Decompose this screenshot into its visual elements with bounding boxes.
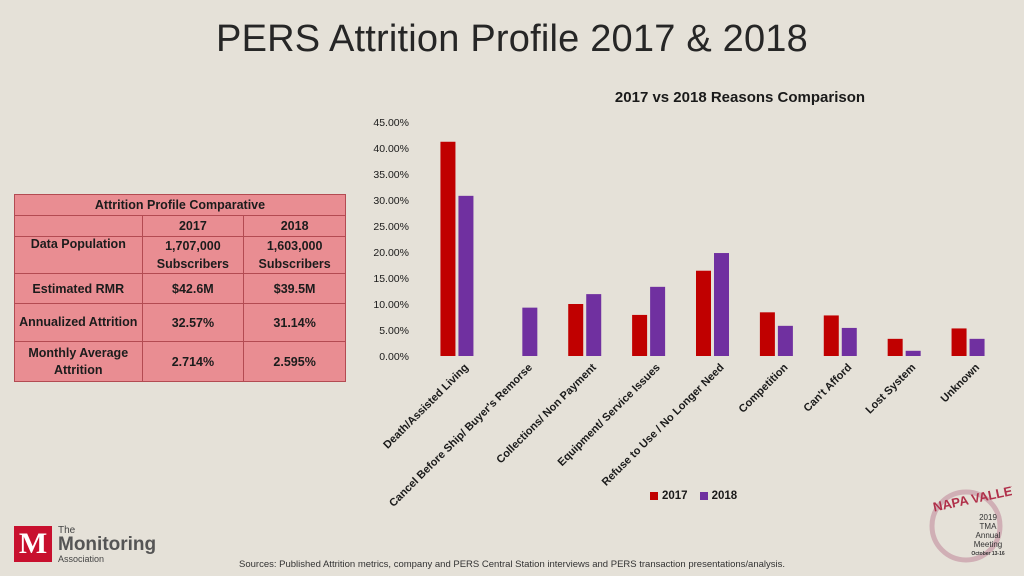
legend-item-2017: 2017 [650,490,688,502]
tma-logo-mark: M [14,526,52,562]
row-label: Monthly Average Attrition [14,341,143,382]
y-tick-label: 35.00% [373,169,409,181]
cell-2018: 1,603,000 Subscribers [243,236,346,274]
slide-title: PERS Attrition Profile 2017 & 2018 [216,18,808,60]
bar-2017-6 [823,315,839,356]
x-tick-label: Refuse to Use / No Longer Need [600,362,727,489]
napa-word: NAPA VALLEY [932,481,1012,514]
y-tick-label: 40.00% [373,143,409,155]
bar-2018-8 [969,338,985,356]
tma-logo-line1: The [58,525,76,536]
bar-2017-3 [632,314,648,356]
cell-2018: $39.5M [243,273,346,304]
bar-2018-6 [841,327,857,356]
x-tick-label: Lost System [864,361,919,416]
y-tick-label: 0.00% [379,351,409,363]
y-tick-label: 30.00% [373,195,409,207]
bar-2018-2 [586,294,602,356]
legend-swatch-2017 [650,492,658,500]
sources-footer: Sources: Published Attrition metrics, co… [239,559,785,570]
x-tick-label: Unknown [939,361,983,405]
napa-line: Meeting [974,540,1002,549]
cell-2017: 32.57% [141,303,245,342]
cell-2018: 2.595% [243,341,346,382]
table-row: Data Population 1,707,000 Subscribers 1,6… [14,236,346,274]
y-tick-label: 5.00% [379,325,409,337]
napa-valley-logo: NAPA VALLEY 2019 TMA Annual Meeting Octo… [929,481,1012,563]
legend-label-2017: 2017 [662,490,688,502]
row-label: Data Population [14,236,143,274]
y-tick-label: 25.00% [373,221,409,233]
legend-item-2018: 2018 [699,490,738,502]
tma-logo-line3: Association [58,554,105,564]
chart-title: 2017 vs 2018 Reasons Comparison [614,89,866,106]
bar-2017-4 [696,270,711,356]
bar-2017-2 [568,304,584,356]
legend-label-2018: 2018 [711,490,738,502]
tma-logo-line2: Monitoring [58,534,157,555]
bars [440,141,985,356]
table-header-2018: 2018 [243,215,346,237]
bar-2017-5 [759,312,775,356]
napa-line: 2019 [979,513,997,522]
bar-2018-7 [905,350,921,356]
x-tick-label: Can't Afford [802,362,855,415]
napa-line: TMA [980,522,998,531]
y-tick-label: 10.00% [373,299,409,311]
cell-2017: 1,707,000 Subscribers [141,236,245,274]
chart-legend: 2017 2018 [650,490,737,502]
bar-2018-3 [650,286,666,356]
x-tick-label: Competition [737,361,791,415]
bar-2017-8 [951,328,967,356]
bar-2017-0 [440,141,456,356]
tma-logo: M The Monitoring Association [14,523,174,565]
cell-2017: $42.6M [141,273,245,304]
y-axis: 0.00% 5.00% 10.00% 15.00% 20.00% 25.00% 30.00%… [373,117,409,363]
y-tick-label: 45.00% [373,117,409,129]
attrition-table: Attrition Profile Comparative 2017 2018 … [14,194,346,382]
y-tick-label: 20.00% [373,247,409,259]
bar-2018-5 [777,325,793,356]
bar-2018-1 [522,307,538,356]
bar-2017-7 [887,338,903,356]
legend-swatch-2018 [699,492,708,500]
napa-line: October 13-16 [971,551,1005,557]
table-row: Monthly Average Attrition 2.714% 2.595% [14,341,346,382]
x-tick-label: Equipment/ Service Issues [556,362,663,469]
cell-2017: 2.714% [141,341,245,382]
x-tick-label: Cancel Before Ship/ Buyer's Remorse [387,362,535,510]
bar-2018-0 [458,195,474,356]
y-tick-label: 15.00% [373,273,409,285]
napa-line: Annual [976,531,1001,540]
bar-2018-4 [714,253,729,356]
